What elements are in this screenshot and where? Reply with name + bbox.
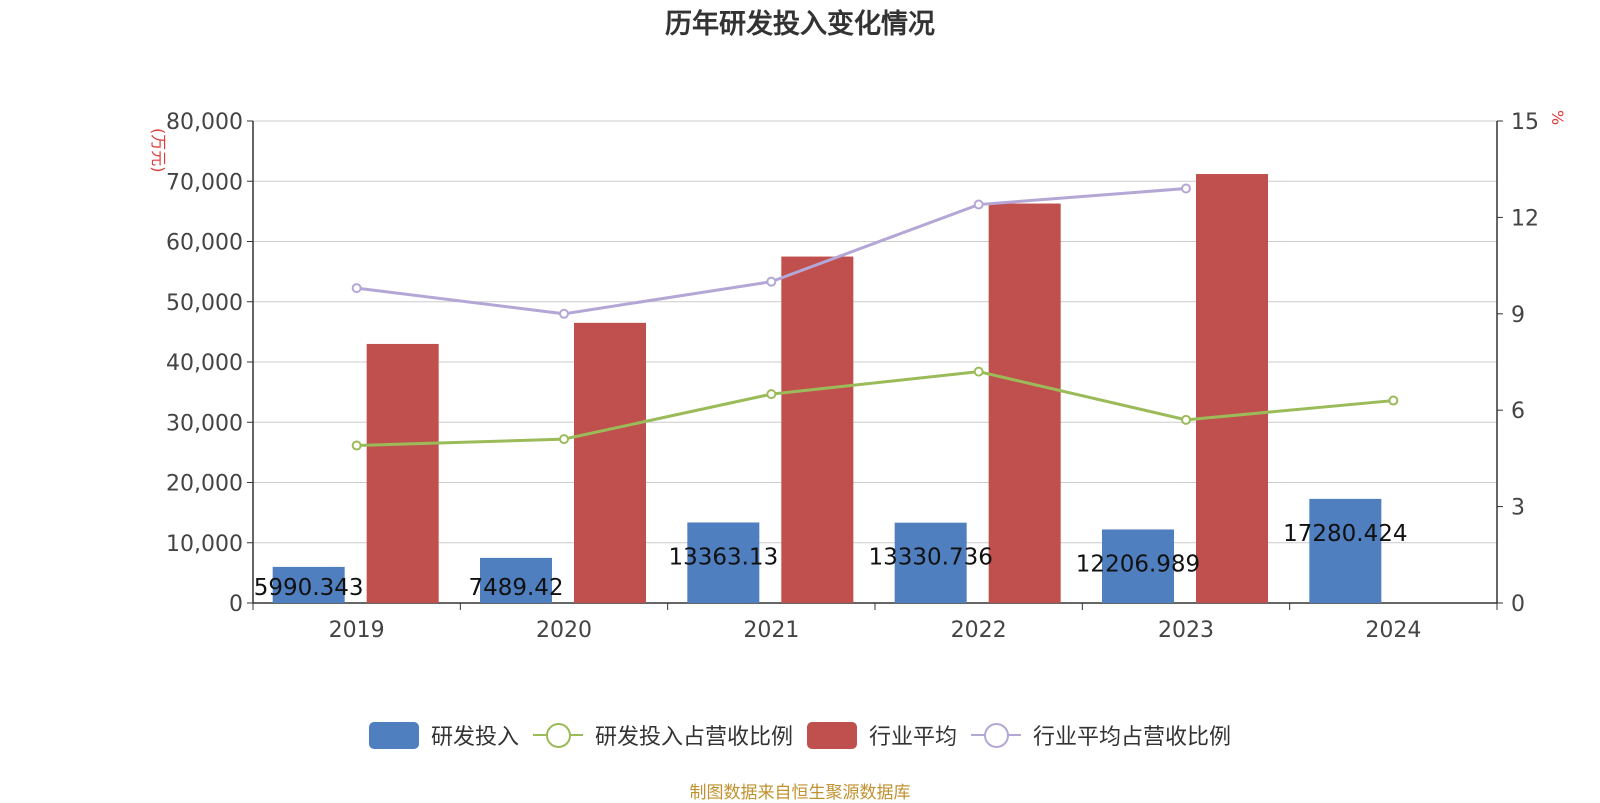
legend-swatch-rd	[368, 721, 419, 749]
data-label-rd-2021: 13363.13	[668, 544, 778, 570]
right-axis-tick-label: 6	[1511, 399, 1525, 424]
industry-ratio-point	[351, 283, 362, 294]
rd-ratio-point	[559, 434, 569, 445]
bar-rd-2022	[894, 522, 967, 603]
source-note: 制图数据来自恒生聚源数据库	[689, 783, 911, 803]
right-axis-tick-label: 9	[1511, 303, 1525, 328]
chart-title: 历年研发投入变化情况	[665, 9, 935, 40]
data-label-rd-2022: 13330.736	[868, 545, 992, 571]
bar-industry-2022	[988, 203, 1061, 604]
data-label-rd-2019: 5990.343	[254, 575, 364, 601]
legend-swatch-industry-ratio	[971, 722, 1022, 749]
legend-swatch-industry	[807, 721, 857, 749]
legend-label-industry: 行业平均	[869, 725, 958, 750]
bar-rd-2021	[687, 522, 760, 603]
data-label-rd-2020: 7489.42	[468, 575, 563, 601]
bar-rd-2024	[1309, 498, 1382, 603]
left-axis-tick-label: 50,000	[166, 291, 243, 316]
right-axis-tick-label: 0	[1511, 592, 1525, 617]
rd-ratio-line	[356, 370, 1394, 448]
bar-rd-2019	[272, 566, 345, 603]
left-axis-tick-label: 80,000	[166, 110, 243, 135]
left-axis-tick-label: 60,000	[166, 231, 243, 256]
data-label-rd-2024: 17280.424	[1283, 521, 1407, 547]
left-axis-tick-label: 20,000	[166, 472, 243, 497]
legend-item-industry[interactable]: 行业平均	[807, 719, 957, 751]
industry-ratio-point	[766, 276, 777, 287]
bar-rd-2023	[1102, 529, 1174, 603]
left-axis-tick-label: 40,000	[166, 351, 243, 376]
left-axis-tick-label: 10,000	[166, 532, 243, 557]
rd-ratio-point	[766, 389, 777, 400]
x-axis-tick-label: 2024	[1365, 618, 1421, 643]
x-axis-tick-label: 2021	[743, 618, 799, 643]
legend-label-industry-ratio: 行业平均占营收比例	[1033, 725, 1232, 750]
rd-ratio-point	[351, 440, 362, 451]
left-axis-tick-label: 30,000	[166, 411, 243, 436]
right-axis-tick-label: 12	[1511, 206, 1539, 231]
legend-label-rd-ratio: 研发投入占营收比例	[594, 725, 793, 750]
left-axis-unit: (万元)	[149, 128, 168, 173]
bar-industry-2019	[366, 343, 439, 603]
industry-ratio-point	[559, 308, 569, 319]
legend-item-industry-ratio[interactable]: 行业平均占营收比例	[971, 719, 1231, 751]
bar-industry-2023	[1196, 174, 1268, 603]
legend: 研发投入 研发投入占营收比例 行业平均 行业平均占营收比例	[0, 719, 1600, 751]
bar-rd-2020	[480, 557, 552, 603]
rd-ratio-point	[1181, 414, 1191, 425]
industry-ratio-point	[973, 199, 984, 210]
legend-item-rd-ratio[interactable]: 研发投入占营收比例	[532, 719, 793, 751]
industry-ratio-line	[356, 186, 1187, 316]
right-axis-tick-label: 15	[1511, 110, 1539, 135]
legend-label-rd: 研发投入	[430, 725, 519, 750]
right-axis-tick-label: 3	[1511, 496, 1525, 521]
left-axis-tick-label: 0	[229, 592, 243, 617]
x-axis-tick-label: 2020	[536, 618, 592, 643]
x-axis-tick-label: 2022	[951, 618, 1007, 643]
x-axis-tick-label: 2023	[1158, 618, 1214, 643]
data-label-rd-2023: 12206.989	[1076, 551, 1200, 577]
legend-item-rd[interactable]: 研发投入	[368, 719, 519, 751]
left-axis-tick-label: 70,000	[166, 170, 243, 195]
legend-swatch-rd-ratio	[532, 722, 583, 749]
bar-industry-2020	[574, 322, 646, 603]
x-axis-tick-label: 2019	[329, 618, 385, 643]
rd-ratio-point	[973, 366, 984, 377]
right-axis-unit: %	[1548, 110, 1567, 126]
industry-ratio-point	[1181, 183, 1191, 194]
rd-ratio-point	[1388, 395, 1399, 406]
bar-industry-2021	[781, 256, 854, 603]
